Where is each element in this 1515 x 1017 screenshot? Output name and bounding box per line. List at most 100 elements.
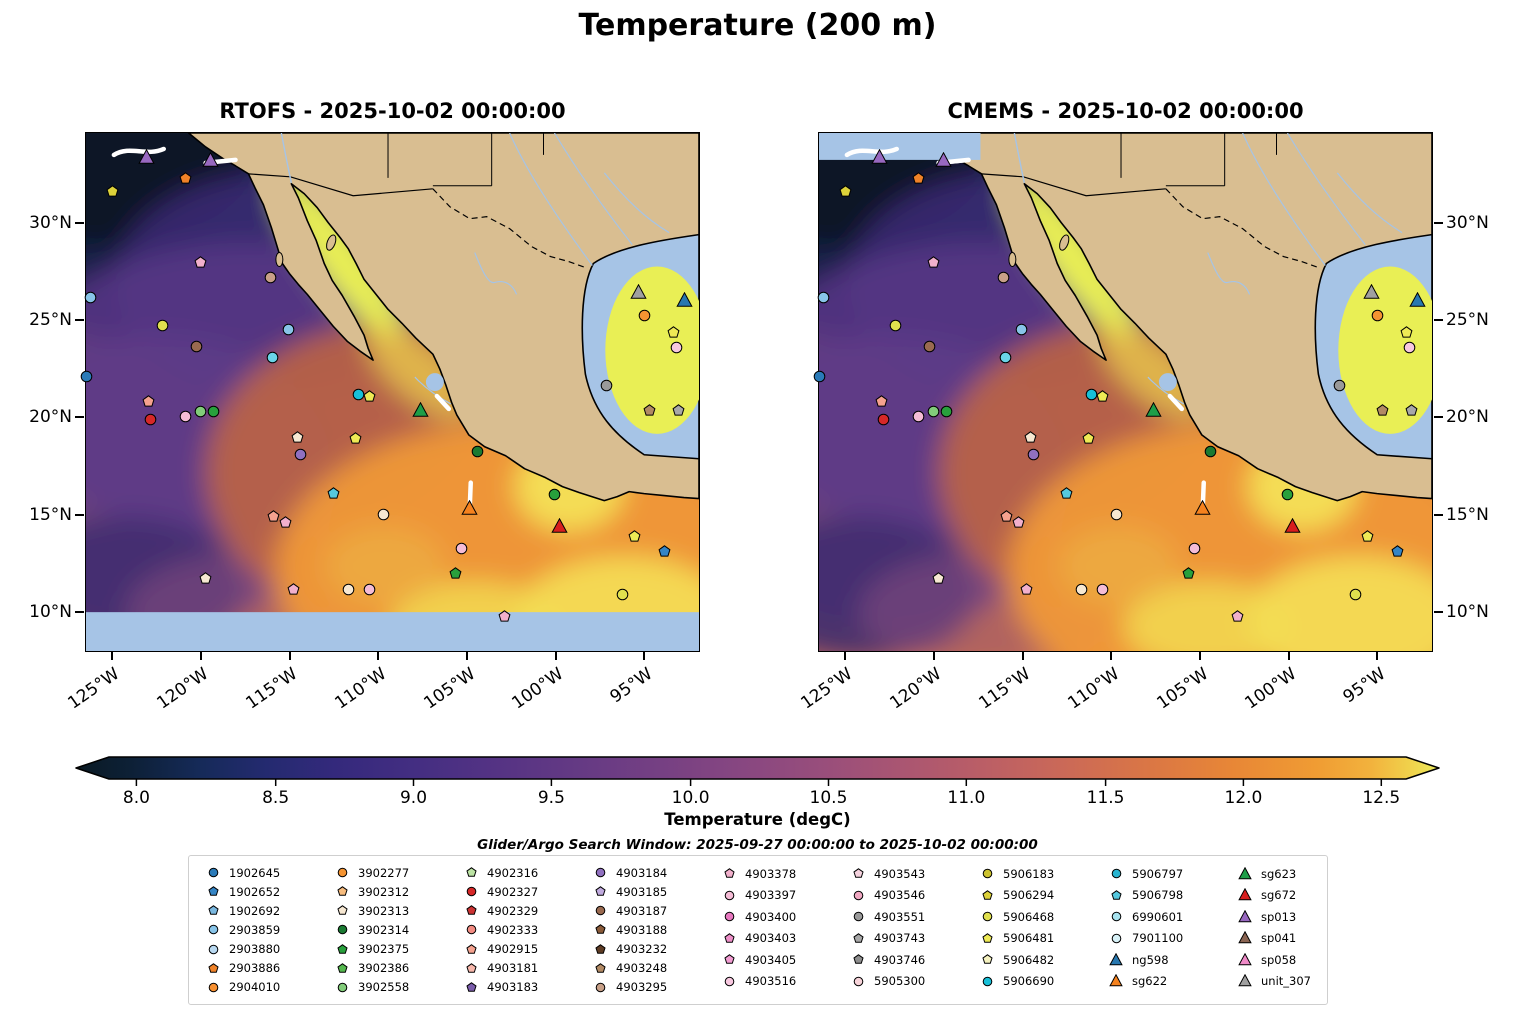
lat-tick-mark [1434, 318, 1443, 321]
pentagon-marker-icon [463, 867, 479, 878]
legend-entry-2904010: 2904010 [205, 978, 280, 997]
legend-column: 5906183 5906294 5906468 5906481 5906482 59066… [979, 863, 1054, 997]
platform-legend: 1902645 1902652 1902692 2903859 2903880 29038… [188, 855, 1328, 1005]
colorbar-gradient [75, 756, 1440, 786]
float-marker [638, 309, 651, 322]
float-marker [1027, 448, 1040, 461]
lon-tick-mark [466, 651, 469, 660]
float-marker [291, 430, 304, 444]
float-marker [672, 403, 685, 417]
pentagon-marker-icon [721, 868, 737, 879]
lat-tick-label: 20°N [1446, 407, 1489, 428]
legend-entry-sp041: sp041 [1237, 928, 1311, 950]
legend-entry-label: 4903543 [874, 866, 926, 881]
legend-entry-label: sg622 [1132, 974, 1168, 989]
glider-marker [676, 291, 693, 309]
float-marker [1096, 583, 1109, 596]
float-marker [1204, 445, 1217, 458]
lat-tick-mark [1434, 611, 1443, 614]
circle-marker-icon [334, 867, 350, 878]
legend-entry-6990601: 6990601 [1108, 906, 1183, 928]
float-marker [471, 445, 484, 458]
float-marker [839, 184, 852, 198]
lat-tick-label: 10°N [1446, 602, 1489, 623]
legend-entry-label: 3902312 [358, 884, 410, 899]
triangle-marker-icon [1108, 952, 1124, 967]
pentagon-marker-icon [463, 982, 479, 993]
panel-title-cmems: CMEMS - 2025-10-02 00:00:00 [947, 99, 1304, 123]
float-marker [940, 405, 953, 418]
pentagon-marker-icon [334, 905, 350, 916]
lon-tick-label: 105°W [1152, 664, 1212, 714]
circle-marker-icon [463, 924, 479, 935]
glider-marker [1284, 518, 1301, 535]
lat-tick-mark [1434, 221, 1443, 224]
figure-title: Temperature (200 m) [578, 8, 937, 43]
legend-entry-4902333: 4902333 [463, 920, 538, 939]
colorbar-tick-label: 11.0 [947, 788, 986, 808]
float-marker [997, 271, 1010, 284]
legend-entry-label: 4902329 [487, 903, 539, 918]
lon-tick-label: 120°W [886, 664, 946, 714]
glider-marker [870, 149, 888, 166]
lon-tick-label: 95°W [1338, 664, 1389, 708]
float-marker [1403, 341, 1416, 354]
legend-entry-4903232: 4903232 [592, 940, 667, 959]
colorbar-tick-labels: 8.0 8.5 9.0 9.5 10.0 10.5 11.0 11.5 12.0 12.5 [75, 788, 1440, 810]
legend-entry-label: 4903403 [745, 931, 797, 946]
legend-entry-label: 3902375 [358, 942, 410, 957]
lat-tick-mark [75, 221, 84, 224]
float-marker [927, 256, 940, 269]
legend-entry-4903185: 4903185 [592, 882, 667, 901]
legend-entry-sg672: sg672 [1237, 885, 1311, 907]
colorbar-tick-label: 9.0 [399, 788, 428, 808]
float-marker [267, 509, 280, 523]
lat-tick-mark [75, 611, 84, 614]
float-marker [1391, 545, 1404, 558]
legend-entry-3902386: 3902386 [334, 959, 409, 978]
legend-entry-label: 4903183 [487, 980, 539, 995]
circle-marker-icon [592, 905, 608, 916]
pentagon-marker-icon [334, 886, 350, 897]
float-marker [106, 184, 119, 198]
circle-marker-icon [850, 911, 866, 922]
glider-marker [1194, 500, 1211, 517]
lon-tick-label: 100°W [1241, 664, 1301, 714]
colorbar-tick-label: 11.5 [1086, 788, 1125, 808]
float-marker [294, 448, 307, 461]
legend-entry-5906797: 5906797 [1108, 863, 1183, 885]
circle-marker-icon [721, 976, 737, 987]
legend-entry-3902312: 3902312 [334, 882, 409, 901]
float-marker [179, 410, 192, 423]
float-marker [1060, 487, 1073, 500]
legend-entry-4902316: 4902316 [463, 863, 538, 882]
legend-entry-label: 5906294 [1003, 888, 1055, 903]
legend-entry-label: 5906690 [1003, 974, 1055, 989]
colorbar-tick-label: 9.5 [537, 788, 565, 808]
float-marker [912, 171, 925, 185]
legend-entry-4903378: 4903378 [721, 863, 796, 885]
legend-entry-4903746: 4903746 [850, 949, 925, 971]
float-marker [643, 403, 656, 417]
float-marker [889, 319, 902, 332]
lon-tick-label: 105°W [419, 664, 479, 714]
legend-entry-1902645: 1902645 [205, 863, 280, 882]
legend-entry-label: 4903181 [487, 961, 539, 976]
lon-tick-mark [110, 651, 113, 660]
colorbar-tick-label: 12.0 [1224, 788, 1263, 808]
circle-marker-icon [205, 982, 221, 993]
legend-entry-4903183: 4903183 [463, 978, 538, 997]
float-marker [449, 566, 462, 580]
triangle-marker-icon [1108, 974, 1124, 988]
float-marker [194, 405, 207, 418]
triangle-marker-icon [1237, 931, 1253, 945]
legend-entry-3902277: 3902277 [334, 863, 409, 882]
legend-entry-sg622: sg622 [1108, 971, 1183, 993]
legend-entry-label: 1902692 [229, 903, 281, 918]
legend-entry-1902692: 1902692 [205, 901, 280, 920]
legend-entry-label: sp041 [1261, 931, 1297, 946]
circle-marker-icon [205, 867, 221, 878]
circle-marker-icon [592, 982, 608, 993]
legend-entry-5906690: 5906690 [979, 971, 1054, 993]
legend-column: 4902316 4902327 4902329 4902333 4902915 49031… [463, 863, 538, 997]
